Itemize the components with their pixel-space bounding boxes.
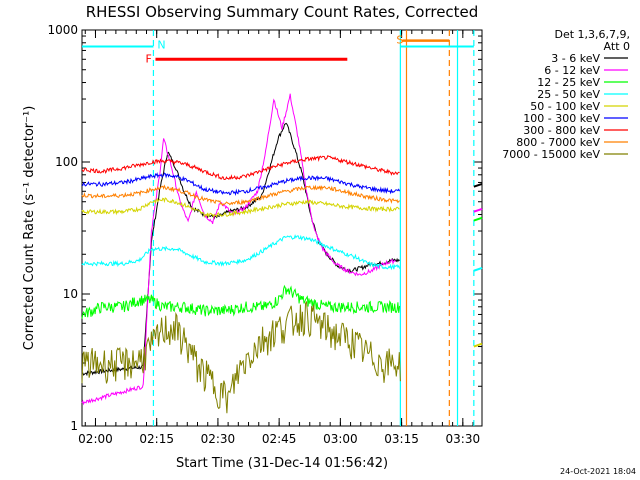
y-tick-label: 1 [70,419,78,433]
legend-header-line2: Att 0 [604,40,630,53]
x-axis: 02:00 02:15 02:30 02:45 03:00 03:15 03:30 [78,30,480,446]
x-tick-label: 02:00 [78,432,113,446]
attenuator-markers [152,30,475,426]
series-tail-1 [473,207,483,213]
y-axis: 1 10 100 1000 [47,23,482,433]
series-line-6 [81,155,400,181]
x-tick-label: 03:00 [323,432,358,446]
night-label: N [157,38,165,51]
series-tail-4 [473,342,483,348]
x-axis-label: Start Time (31-Dec-14 01:56:42) [176,456,388,471]
saa-label: S [396,34,403,47]
x-tick-label: 02:45 [262,432,297,446]
legend-entry-label: 3 - 6 keV [551,52,600,65]
chart-title: RHESSI Observing Summary Count Rates, Co… [86,3,479,21]
legend-entry-label: 12 - 25 keV [537,76,600,89]
footer-date: 24-Oct-2021 18:04 [560,467,636,476]
y-tick-label: 100 [55,155,78,169]
legend-entry-label: 300 - 800 keV [523,124,600,137]
legend-entry-label: 6 - 12 keV [544,64,600,77]
series-line-3 [81,234,401,271]
x-tick-label: 02:30 [201,432,236,446]
series-line-2 [81,284,401,319]
y-axis-label: Corrected Count Rate (s⁻¹ detector⁻¹) [22,106,37,351]
legend-entry-label: 100 - 300 keV [523,112,600,125]
annotation-bars: FN S [82,34,474,65]
series-line-5 [81,172,401,196]
legend-entry-label: 25 - 50 keV [537,88,600,101]
plot-frame [81,29,483,427]
series-line-4 [81,197,400,218]
legend-header-line1: Det 1,3,6,7,9, [554,28,630,41]
legend-entry-label: 7000 - 15000 keV [502,148,600,161]
series-tail-0 [473,182,483,188]
plot-area [81,29,483,427]
series-tail-2 [473,216,483,222]
series-group [81,93,483,414]
x-tick-label: 03:15 [384,432,419,446]
x-tick-label: 02:15 [139,432,174,446]
series-tail-3 [473,267,483,272]
x-tick-label: 03:30 [446,432,481,446]
flare-label: F [145,52,151,65]
legend-entry-label: 800 - 7000 keV [516,136,600,149]
series-line-7 [81,184,400,207]
series-line-8 [81,301,401,414]
y-tick-label: 10 [63,287,78,301]
legend-entry-label: 50 - 100 keV [530,100,600,113]
y-tick-label: 1000 [47,23,78,37]
